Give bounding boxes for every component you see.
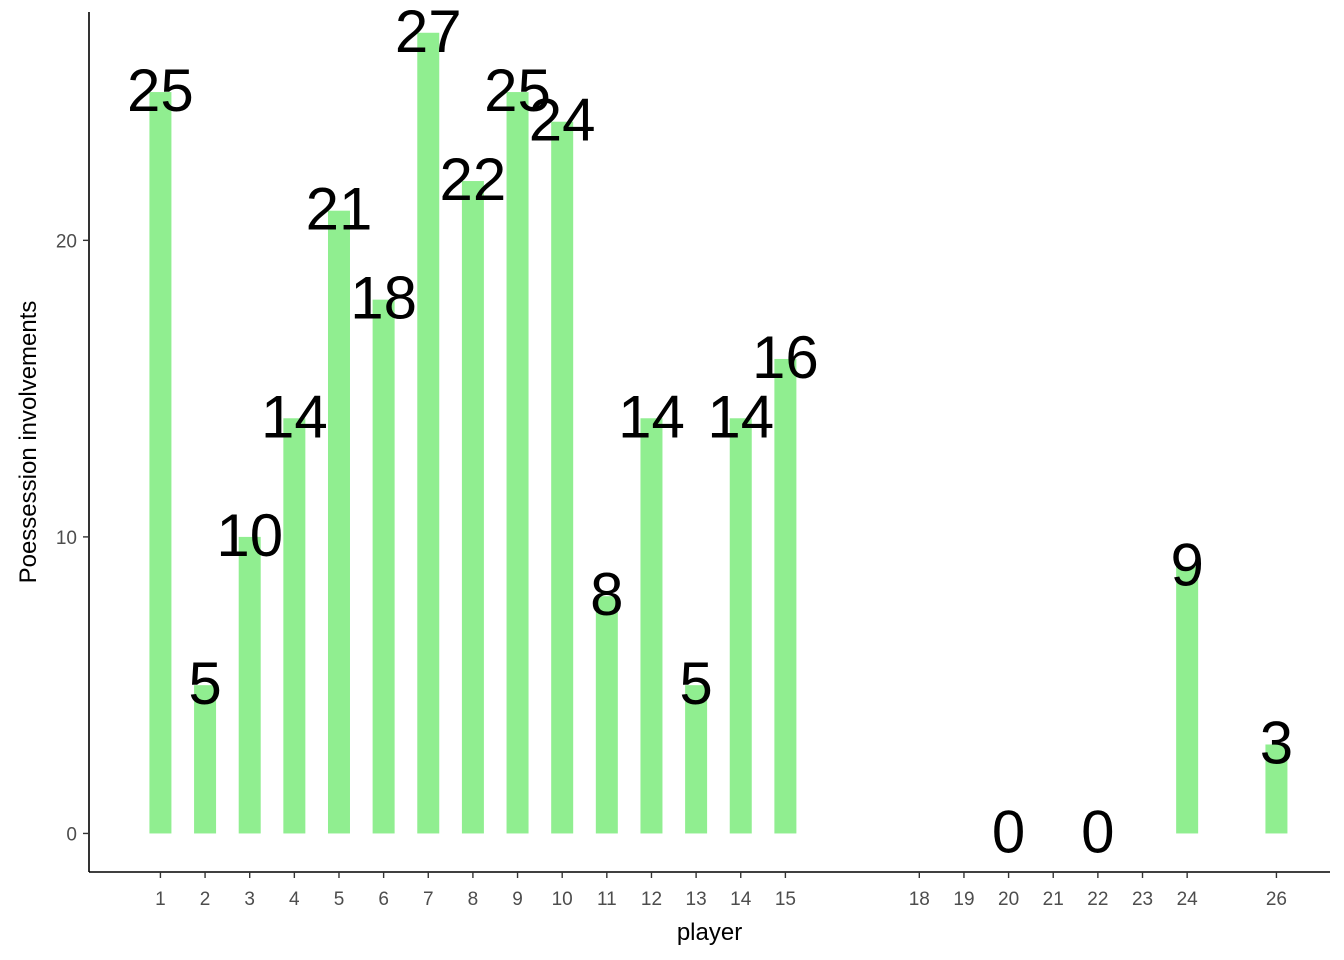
x-tick-label: 5 [334,889,345,910]
data-label-player-8: 22 [440,146,507,213]
data-label-player-1: 25 [127,57,194,124]
bar-player-24 [1176,566,1199,834]
data-label-player-22: 0 [1081,798,1114,865]
y-tick-label: 20 [56,231,77,252]
x-tick-label: 2 [200,889,211,910]
bar-player-10 [551,121,574,834]
x-tick-label: 26 [1266,889,1287,910]
bar-player-2 [194,685,217,834]
data-label-player-4: 14 [261,383,328,450]
bar-player-1 [149,92,172,834]
x-tick-label: 23 [1132,889,1153,910]
data-label-player-15: 16 [752,324,819,391]
data-label-player-9: 25 [484,57,551,124]
x-tick-label: 12 [641,889,662,910]
y-tick-label: 10 [56,528,77,549]
y-axis-ticks: 0 10 20 [56,231,89,845]
bar-player-13 [685,685,708,834]
data-label-player-7: 27 [395,0,462,65]
bar-player-15 [774,358,797,834]
data-label-player-13: 5 [679,650,712,717]
bar-player-9 [506,92,529,834]
data-label-player-26: 3 [1260,709,1293,776]
x-tick-label: 24 [1177,889,1199,910]
bar-player-12 [640,418,663,834]
x-axis-ticks: 1 2 3 4 5 6 7 8 9 10 11 12 13 14 15 18 19 20 21 22 23 24 26 [155,872,1287,910]
bar-player-3 [238,536,261,834]
x-tick-label: 20 [998,889,1019,910]
x-axis-title: player [677,919,742,946]
x-tick-label: 6 [378,889,389,910]
data-label-player-20: 0 [992,798,1025,865]
x-tick-label: 7 [423,889,434,910]
bar-player-4 [283,418,306,834]
x-tick-label: 22 [1087,889,1108,910]
bar-player-11 [595,596,618,834]
data-label-player-11: 8 [590,561,623,628]
data-label-player-3: 10 [216,502,283,569]
x-tick-label: 13 [686,889,707,910]
x-tick-label: 21 [1043,889,1064,910]
data-label-player-24: 9 [1170,532,1203,599]
data-label-player-14: 14 [707,383,774,450]
x-tick-label: 15 [775,889,796,910]
y-tick-label: 0 [66,824,77,845]
x-tick-label: 19 [953,889,974,910]
x-tick-label: 8 [468,889,479,910]
x-tick-label: 14 [730,889,752,910]
data-label-player-6: 18 [350,265,417,332]
data-label-player-10: 24 [529,87,596,154]
x-tick-label: 4 [289,889,300,910]
x-tick-label: 1 [155,889,166,910]
x-tick-label: 18 [909,889,930,910]
x-tick-label: 10 [552,889,573,910]
bar-player-5 [327,210,350,834]
data-label-player-2: 5 [188,650,221,717]
data-label-player-5: 21 [306,176,373,243]
bar-player-8 [461,181,484,834]
bar-player-26 [1265,744,1288,834]
bar-player-14 [729,418,752,834]
bar-player-6 [372,299,395,834]
x-tick-label: 3 [244,889,255,910]
bars-layer [149,32,1288,834]
y-axis-title: Poessession involvements [15,301,42,584]
data-label-player-12: 14 [618,383,685,450]
x-tick-label: 11 [597,889,617,910]
bar-player-7 [417,32,440,834]
x-tick-label: 9 [512,889,523,910]
